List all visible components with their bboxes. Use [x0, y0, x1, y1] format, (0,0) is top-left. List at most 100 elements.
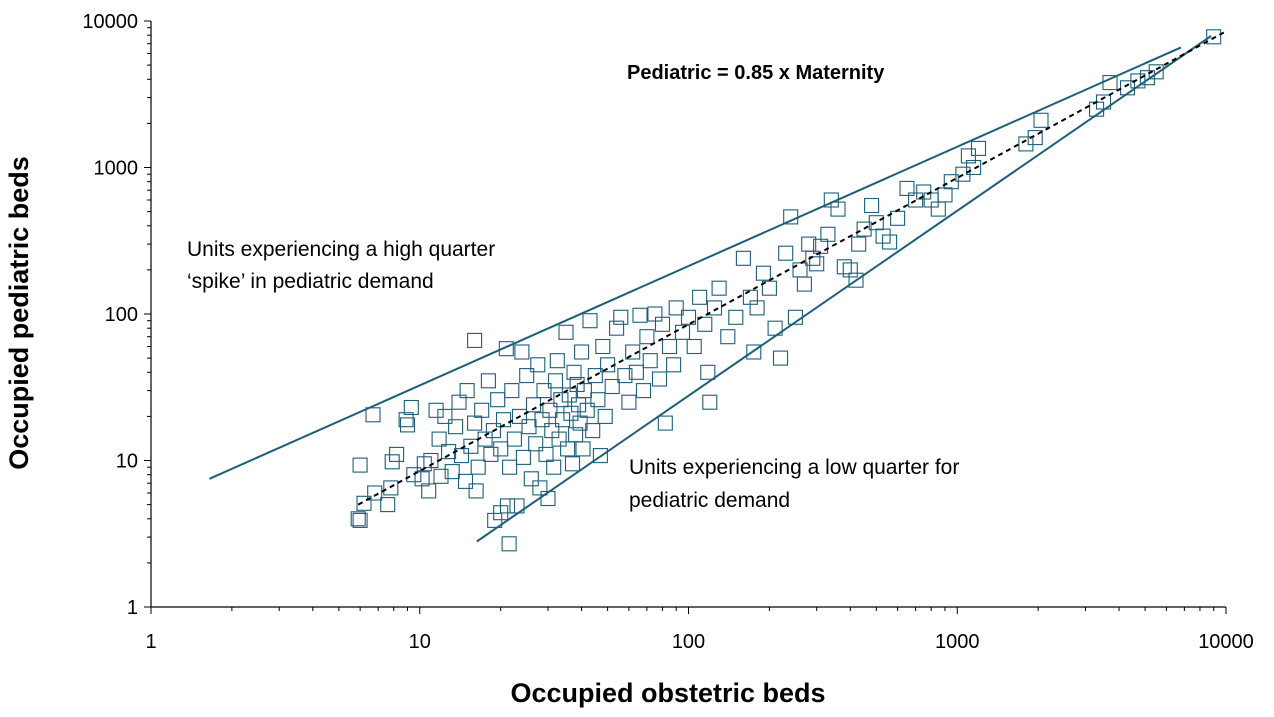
data-point	[383, 480, 399, 496]
data-point	[654, 316, 671, 332]
data-point	[735, 250, 751, 266]
data-point	[564, 456, 581, 472]
data-point	[352, 457, 368, 473]
data-point	[421, 483, 437, 499]
data-point	[632, 307, 648, 323]
data-point	[809, 256, 825, 272]
data-point	[778, 245, 794, 261]
data-point	[597, 408, 613, 424]
data-point	[506, 431, 522, 447]
high-spike-annotation-line1: Units experiencing a high quarter	[187, 238, 495, 261]
data-point	[590, 392, 606, 408]
data-point	[538, 446, 554, 462]
data-point	[566, 364, 582, 380]
data-point	[882, 234, 898, 250]
data-point	[792, 262, 808, 278]
data-point	[697, 316, 713, 332]
data-point	[706, 300, 723, 316]
data-point	[549, 353, 565, 369]
x-axis-title: Occupied obstetric beds	[510, 678, 825, 708]
data-point	[437, 408, 453, 424]
data-point	[502, 459, 518, 475]
y-tick-label: 10	[116, 451, 138, 473]
data-point	[692, 289, 708, 305]
data-point	[560, 441, 576, 457]
data-point	[617, 368, 633, 384]
data-point	[805, 250, 821, 266]
data-point	[585, 423, 601, 439]
data-point	[444, 464, 460, 480]
data-point	[702, 394, 718, 410]
data-point	[621, 394, 637, 410]
y-tick-label: 1000	[94, 158, 139, 180]
data-point	[686, 338, 702, 355]
data-point	[467, 332, 483, 348]
data-point	[746, 344, 762, 360]
data-point	[908, 192, 924, 208]
data-point	[558, 324, 574, 340]
data-point	[628, 364, 644, 380]
data-point	[555, 412, 571, 428]
data-point	[772, 350, 789, 366]
data-point	[711, 280, 727, 296]
plot-area	[208, 29, 1227, 552]
data-point	[433, 468, 449, 484]
data-point	[536, 383, 552, 399]
data-point	[609, 320, 625, 336]
data-point	[523, 471, 539, 487]
data-point	[755, 265, 771, 281]
data-point	[457, 473, 474, 489]
data-point	[468, 483, 484, 499]
data-point	[356, 495, 372, 511]
y-tick-label: 10000	[82, 11, 138, 33]
data-point	[604, 378, 620, 395]
data-point	[848, 272, 864, 288]
data-point	[431, 431, 447, 447]
data-point	[668, 300, 684, 316]
data-point	[625, 344, 641, 360]
data-point	[546, 459, 562, 475]
x-tick-label: 10000	[1198, 631, 1254, 653]
data-point	[647, 306, 663, 322]
data-point	[749, 300, 765, 316]
data-point	[521, 419, 537, 435]
data-point	[515, 449, 531, 465]
data-point	[389, 446, 405, 462]
data-point	[514, 344, 530, 360]
data-point	[1027, 130, 1043, 146]
data-point	[1148, 64, 1164, 80]
data-point	[613, 309, 629, 325]
data-point	[490, 392, 506, 408]
data-point	[574, 344, 590, 360]
data-point	[761, 280, 777, 296]
data-point	[493, 441, 509, 457]
data-point	[890, 210, 906, 226]
data-point	[970, 140, 987, 156]
data-point	[380, 497, 396, 513]
data-point	[495, 412, 512, 428]
data-point	[728, 309, 744, 325]
data-point	[487, 512, 503, 528]
data-point	[467, 415, 483, 431]
data-point	[551, 431, 567, 447]
data-point	[530, 357, 546, 373]
data-point	[459, 383, 475, 399]
data-point	[498, 341, 514, 357]
data-point	[579, 402, 595, 418]
high-spike-annotation-line2: ‘spike’ in pediatric demand	[187, 270, 434, 293]
data-point	[666, 357, 682, 373]
data-point	[365, 407, 381, 423]
data-point	[547, 373, 564, 389]
equation-annotation: Pediatric = 0.85 x Maternity	[627, 62, 885, 84]
data-point	[352, 512, 368, 528]
lower-bound-line	[476, 35, 1212, 543]
data-point	[635, 383, 652, 399]
x-tick-label: 1000	[935, 631, 980, 653]
data-point	[532, 480, 548, 496]
y-axis-title: Occupied pediatric beds	[4, 156, 34, 470]
data-point	[1033, 112, 1049, 128]
data-point	[553, 392, 569, 408]
data-point	[639, 329, 655, 345]
data-point	[966, 159, 982, 176]
